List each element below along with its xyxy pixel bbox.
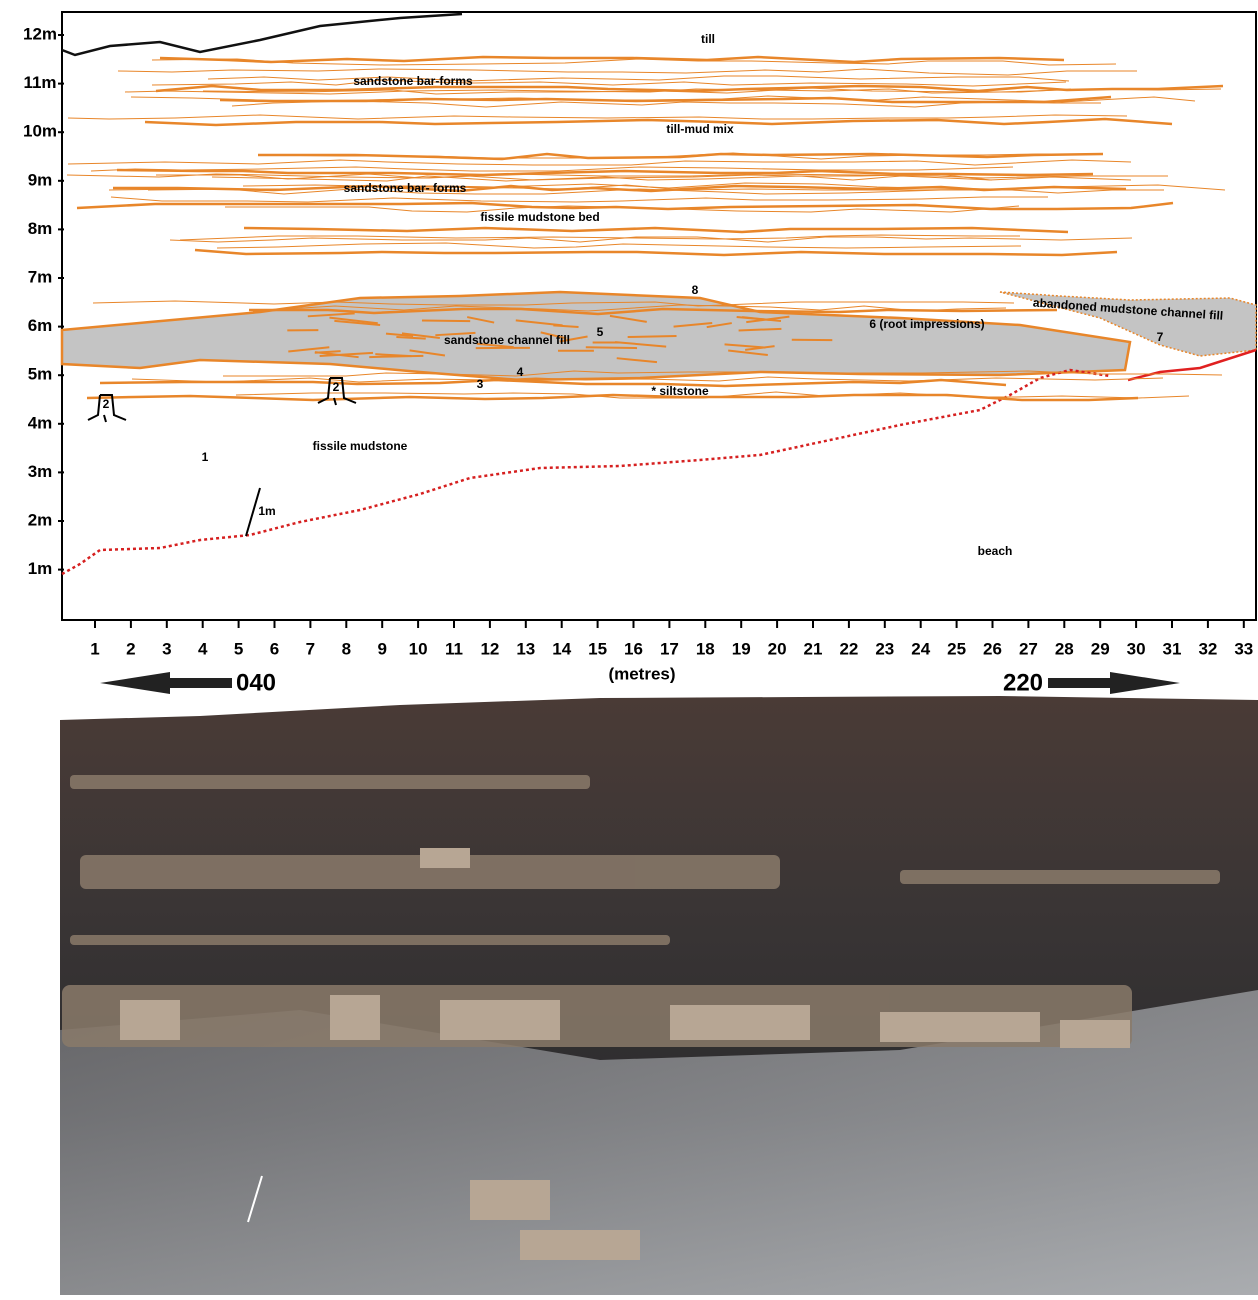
annotation: fissile mudstone — [313, 439, 408, 453]
y-axis-label: 6m — [28, 316, 53, 335]
stump-label: 2 — [333, 380, 340, 394]
stratum-line — [217, 243, 1021, 248]
y-axis-label: 12m — [23, 24, 57, 43]
y-axis-label: 7m — [28, 267, 53, 286]
stratum-line — [152, 80, 1066, 86]
cross-bed — [586, 347, 637, 348]
x-axis-label: 22 — [839, 639, 858, 658]
y-axis-label: 5m — [28, 365, 53, 384]
stratum-line — [195, 250, 1117, 255]
y-axis-label: 1m — [28, 559, 53, 578]
annotation: 3 — [477, 377, 484, 391]
direction-label: 220 — [1003, 669, 1043, 696]
annotation: 4 — [517, 365, 524, 379]
x-axis-label: 8 — [342, 639, 351, 658]
till-top-line — [62, 14, 462, 55]
stratum-line — [225, 206, 1019, 212]
stratum-line — [145, 119, 1172, 125]
stratum-line — [117, 170, 1093, 175]
x-axis-label: 7 — [306, 639, 315, 658]
x-axis-label: 32 — [1198, 639, 1217, 658]
x-axis-label: 25 — [947, 639, 966, 658]
x-axis-label: 12 — [480, 639, 499, 658]
x-axis-label: 5 — [234, 639, 243, 658]
x-axis-label: 18 — [696, 639, 715, 658]
annotation: beach — [978, 544, 1013, 558]
x-axis-label: 21 — [804, 639, 823, 658]
red-contact — [1128, 350, 1256, 380]
x-axis-label: 30 — [1127, 639, 1146, 658]
y-axis-label: 10m — [23, 122, 57, 141]
x-axis-label: 17 — [660, 639, 679, 658]
stratum-line — [68, 160, 1131, 165]
stratum-line — [208, 76, 1069, 81]
x-axis-label: 2 — [126, 639, 135, 658]
annotation: * siltstone — [651, 384, 709, 398]
x-axis-label: 16 — [624, 639, 643, 658]
stratum-line — [118, 69, 1137, 75]
x-axis-label: 9 — [377, 639, 386, 658]
x-axis-label: 33 — [1234, 639, 1253, 658]
y-axis-label: 3m — [28, 462, 53, 481]
stratum-line — [68, 115, 1127, 119]
x-axis-label: 10 — [409, 639, 428, 658]
x-axis-label: 29 — [1091, 639, 1110, 658]
beach-contact — [62, 370, 1110, 574]
x-axis-title: (metres) — [608, 664, 675, 683]
cross-bed — [422, 320, 470, 321]
annotation: till — [701, 32, 715, 46]
annotation: 7 — [1157, 330, 1164, 344]
y-axis-label: 2m — [28, 510, 53, 529]
x-axis-label: 28 — [1055, 639, 1074, 658]
annotation: 1 — [202, 450, 209, 464]
x-axis-label: 20 — [768, 639, 787, 658]
x-axis-label: 31 — [1163, 639, 1182, 658]
x-axis-label: 15 — [588, 639, 607, 658]
annotation: till-mud mix — [666, 122, 734, 136]
direction-label: 040 — [236, 669, 276, 696]
annotation: 1m — [258, 504, 275, 518]
y-axis-label: 11m — [23, 73, 56, 92]
annotation: fissile mudstone bed — [480, 210, 599, 224]
annotation: 8 — [692, 283, 699, 297]
x-axis-label: 1 — [90, 639, 99, 658]
x-axis-label: 14 — [552, 639, 571, 658]
y-axis-label: 8m — [28, 219, 53, 238]
x-axis-label: 26 — [983, 639, 1002, 658]
annotation: sandstone bar-forms — [353, 74, 473, 88]
y-axis-label: 4m — [28, 413, 53, 432]
cross-bed — [628, 336, 677, 337]
stratum-line — [77, 203, 1173, 209]
annotation: sandstone bar- forms — [344, 181, 467, 195]
stump-label: 2 — [103, 397, 110, 411]
x-axis-label: 23 — [875, 639, 894, 658]
x-axis-label: 3 — [162, 639, 171, 658]
annotation: 6 (root impressions) — [869, 317, 984, 331]
annotation: sandstone channel fill — [444, 333, 570, 347]
x-axis-label: 27 — [1019, 639, 1038, 658]
stratum-line — [111, 197, 1048, 202]
outcrop-photo — [60, 696, 1258, 1295]
x-axis-label: 19 — [732, 639, 751, 658]
x-axis-label: 24 — [911, 639, 930, 658]
x-axis-label: 6 — [270, 639, 279, 658]
arrow-right — [1048, 672, 1180, 694]
y-axis-label: 9m — [28, 170, 53, 189]
arrow-left — [100, 672, 232, 694]
x-axis-label: 4 — [198, 639, 208, 658]
figure: 12m11m10m9m8m7m6m5m4m3m2m1m 123456789101… — [0, 0, 1258, 1295]
stratum-line — [244, 228, 1068, 232]
annotation: 5 — [597, 325, 604, 339]
x-axis-label: 13 — [516, 639, 535, 658]
x-axis-label: 11 — [445, 639, 463, 658]
